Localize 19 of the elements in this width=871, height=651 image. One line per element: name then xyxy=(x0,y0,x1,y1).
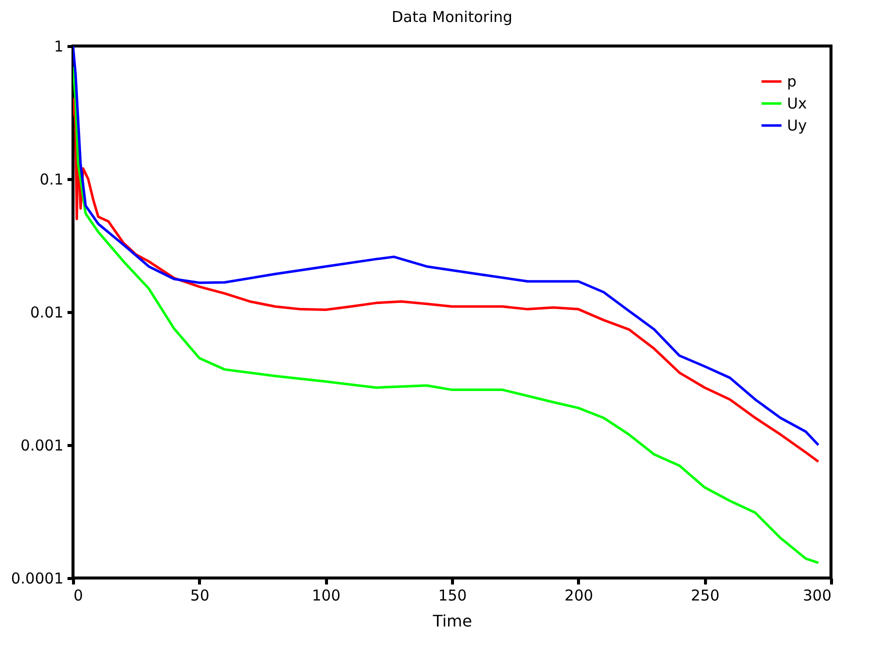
line-series xyxy=(73,65,820,564)
legend-label: Ux xyxy=(787,94,807,112)
x-tick-label: 0 xyxy=(74,586,84,604)
x-tick-label: 50 xyxy=(190,586,210,604)
y-tick-label: 1 xyxy=(54,38,64,56)
x-tick-label: 200 xyxy=(564,586,594,604)
legend-label: p xyxy=(787,72,797,90)
x-tick-label: 100 xyxy=(312,586,340,604)
y-tick-label: 0.01 xyxy=(30,304,64,322)
x-axis-title: Time xyxy=(432,612,472,630)
chart-title: Data Monitoring xyxy=(392,8,512,26)
y-tick-label: 0.1 xyxy=(40,170,64,188)
x-tick-label: 150 xyxy=(438,586,467,604)
x-tick-label: 250 xyxy=(690,586,720,604)
y-tick-label: 0.0001 xyxy=(11,570,64,588)
legend-label: Uy xyxy=(787,116,807,134)
y-tick-label: 0.001 xyxy=(20,436,64,454)
x-tick-label: 300 xyxy=(802,586,832,604)
line-series xyxy=(73,46,820,446)
